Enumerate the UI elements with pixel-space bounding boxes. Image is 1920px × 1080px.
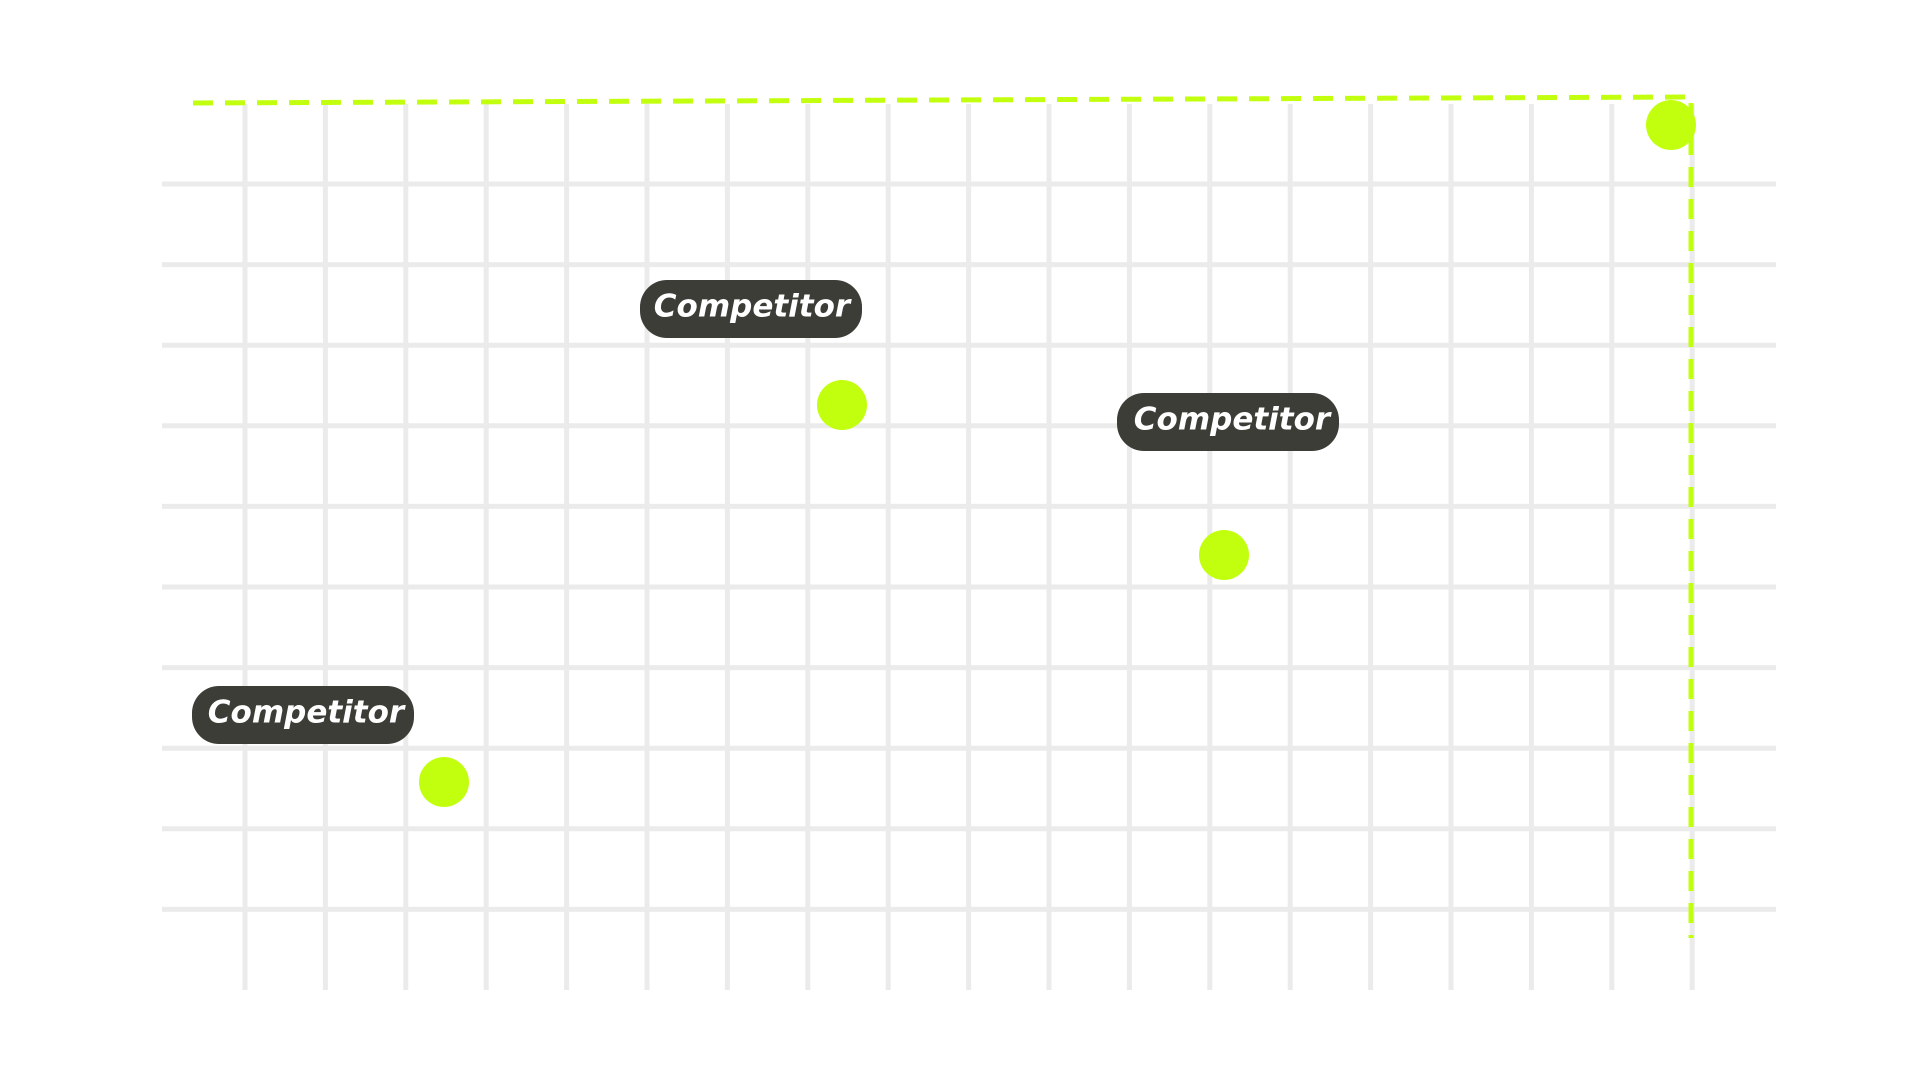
label-badge: Competitor (192, 686, 414, 744)
dot (1646, 100, 1696, 150)
dot (1199, 530, 1249, 580)
label-text: Competitor (208, 695, 406, 731)
dot (419, 757, 469, 807)
label-badge: Competitor (640, 280, 862, 338)
label-text: Competitor (1134, 402, 1332, 438)
grid (162, 104, 1776, 990)
boundary-dashed-line (192, 94, 1694, 938)
label-text: Competitor (654, 289, 852, 325)
dot (817, 380, 867, 430)
label-badge: Competitor (1117, 393, 1339, 451)
